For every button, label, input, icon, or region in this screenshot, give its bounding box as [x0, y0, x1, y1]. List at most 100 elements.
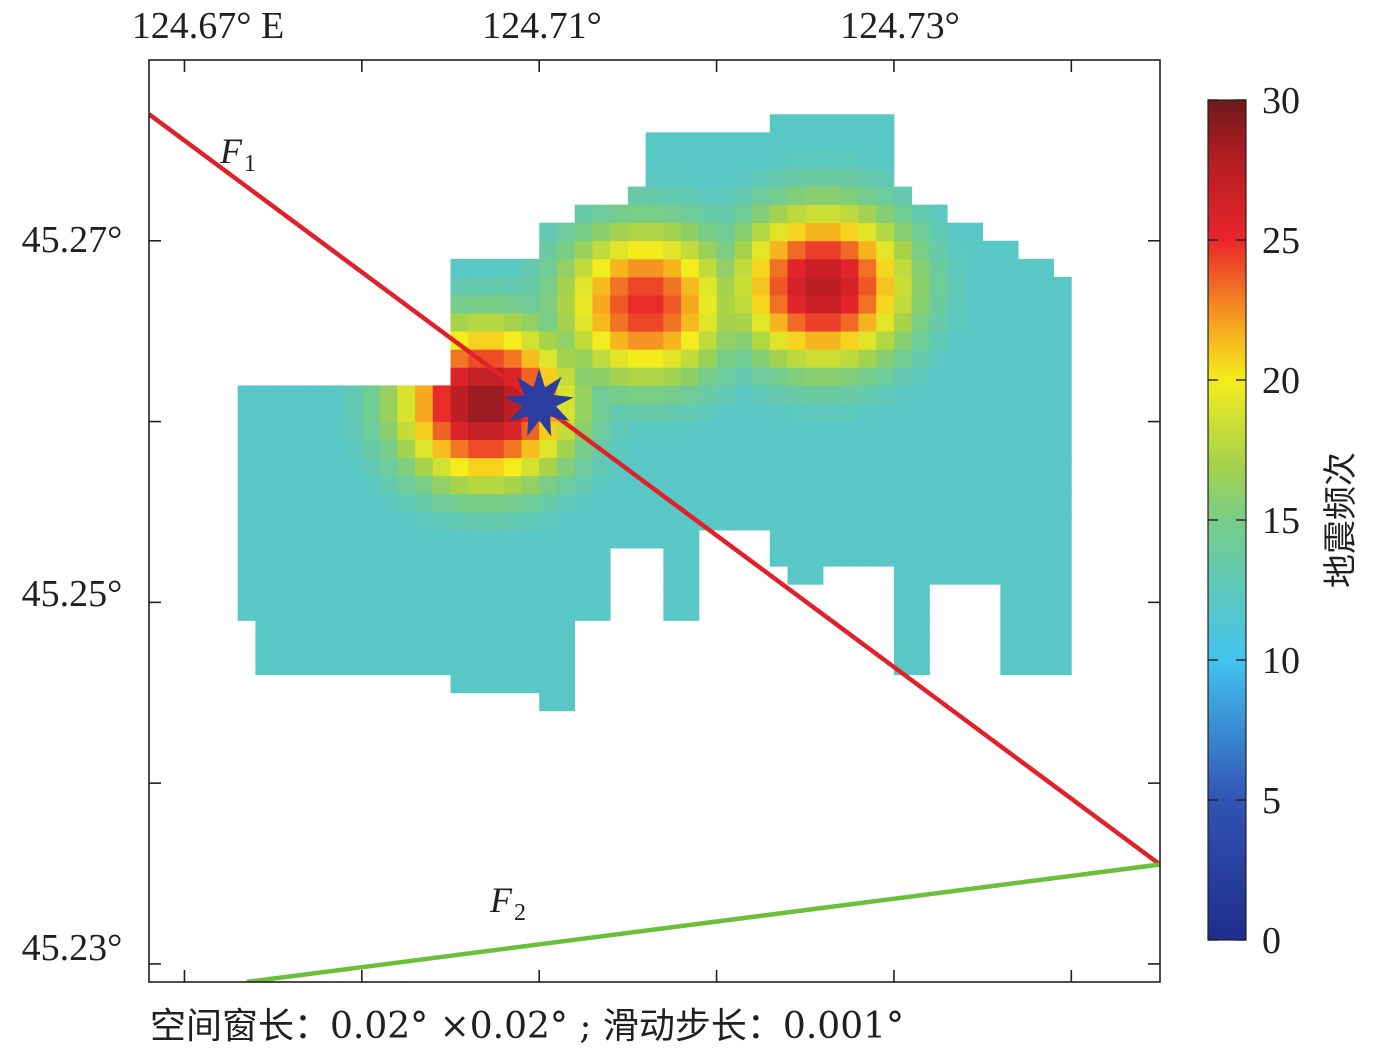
heatmap-cell — [663, 349, 682, 368]
heatmap-cell — [964, 222, 984, 242]
heatmap-cell — [468, 566, 487, 585]
heatmap-cell — [627, 421, 647, 441]
heatmap-cell — [645, 240, 664, 260]
heatmap-cell — [663, 403, 682, 422]
heatmap-cell — [1053, 493, 1072, 513]
heatmap-cell — [681, 222, 700, 242]
heatmap-cell — [610, 349, 629, 368]
heatmap-cell — [273, 638, 292, 657]
heatmap-cell — [592, 222, 611, 242]
heatmap-cell — [1035, 511, 1054, 531]
heatmap-cell — [1018, 403, 1037, 422]
heatmap-cell — [769, 276, 788, 296]
heatmap-cell — [982, 367, 1001, 386]
heatmap-cell — [752, 132, 771, 151]
heatmap-cell — [574, 295, 593, 314]
heatmap-cell — [823, 132, 842, 151]
heatmap-cell — [769, 439, 788, 459]
colorbar-tick-label: 5 — [1262, 780, 1281, 822]
heatmap-cell — [663, 367, 682, 386]
heatmap-cell — [521, 602, 540, 621]
heatmap-cell — [574, 403, 593, 422]
heatmap-cell — [663, 150, 682, 169]
heatmap-cell — [326, 457, 345, 477]
heatmap-cell — [876, 493, 895, 513]
heatmap-cell — [397, 457, 416, 477]
heatmap-cell — [344, 566, 363, 585]
heatmap-cell — [858, 276, 877, 296]
heatmap-cell — [308, 602, 327, 621]
heatmap-cell — [556, 620, 576, 639]
heatmap-cell — [787, 313, 806, 332]
heatmap-cell — [556, 439, 576, 459]
heatmap-cell — [1018, 475, 1037, 495]
heatmap-cell — [947, 313, 966, 332]
heatmap-cell — [911, 602, 930, 621]
heatmap-cell — [627, 349, 647, 368]
heatmap-cell — [539, 566, 558, 585]
heatmap-cell — [911, 620, 930, 639]
heatmap-cell — [450, 258, 469, 278]
heatmap-cell — [769, 258, 788, 278]
colorbar: 0 5 10 15 20 25 30 地震频次 — [1207, 80, 1361, 962]
heatmap-cell — [556, 276, 576, 296]
heatmap-cell — [308, 421, 327, 441]
heatmap-cell — [627, 530, 647, 549]
heatmap-cell — [1000, 313, 1019, 332]
heatmap-cell — [1018, 620, 1037, 639]
heatmap-cell — [734, 240, 753, 260]
heatmap-cell — [876, 114, 895, 133]
heatmap-cell — [893, 240, 913, 260]
fault-line-1 — [149, 112, 1160, 867]
heatmap-cell — [290, 566, 310, 585]
heatmap-cell — [876, 349, 895, 368]
heatmap-cell — [486, 331, 505, 350]
heatmap-cell — [361, 638, 380, 657]
heatmap-cell — [681, 132, 700, 151]
heatmap-cell — [964, 421, 984, 441]
heatmap-cell — [450, 403, 469, 422]
heatmap-cell — [805, 457, 824, 477]
heatmap-cell — [645, 295, 664, 314]
heatmap-cell — [681, 566, 700, 585]
heatmap-cell — [805, 331, 824, 350]
heatmap-cell — [716, 313, 735, 332]
heatmap-cell — [893, 439, 913, 459]
heatmap-cell — [627, 439, 647, 459]
heatmap-cell — [840, 240, 859, 260]
heatmap-cell — [432, 439, 451, 459]
heatmap-cell — [840, 276, 859, 296]
heatmap-cell — [964, 313, 984, 332]
heatmap-cell — [787, 548, 806, 567]
heatmap-cell — [486, 638, 505, 657]
heatmap-cell — [805, 295, 824, 314]
heatmap-cell — [663, 204, 682, 224]
heatmap-cell — [840, 349, 859, 368]
heatmap-cell — [574, 349, 593, 368]
heatmap-cell — [237, 493, 256, 513]
heatmap-cell — [947, 421, 966, 441]
heatmap-cell — [290, 439, 310, 459]
heatmap-cell — [556, 548, 576, 567]
heatmap-cell — [876, 295, 895, 314]
heatmap-cell — [716, 150, 735, 169]
heatmap-cell — [947, 367, 966, 386]
heatmap-cell — [858, 204, 877, 224]
heatmap-cell — [769, 240, 788, 260]
heatmap-cell — [823, 114, 842, 133]
y-tick-labels: 45.27° 45.25° 45.23° — [22, 219, 123, 969]
heatmap-cell — [290, 530, 310, 549]
y-tick-label: 45.25° — [22, 573, 123, 615]
colorbar-title: 地震频次 — [1321, 452, 1361, 588]
heatmap-cell — [840, 204, 859, 224]
heatmap-cell — [539, 674, 558, 694]
heatmap-cell — [858, 150, 877, 169]
heatmap-cell — [308, 620, 327, 639]
heatmap-cell — [308, 403, 327, 422]
heatmap-cell — [769, 186, 788, 206]
heatmap-cell — [326, 475, 345, 495]
heatmap-cell — [734, 295, 753, 314]
heatmap-cell — [840, 439, 859, 459]
heatmap-cell — [823, 421, 842, 441]
heatmap-cell — [556, 692, 576, 712]
